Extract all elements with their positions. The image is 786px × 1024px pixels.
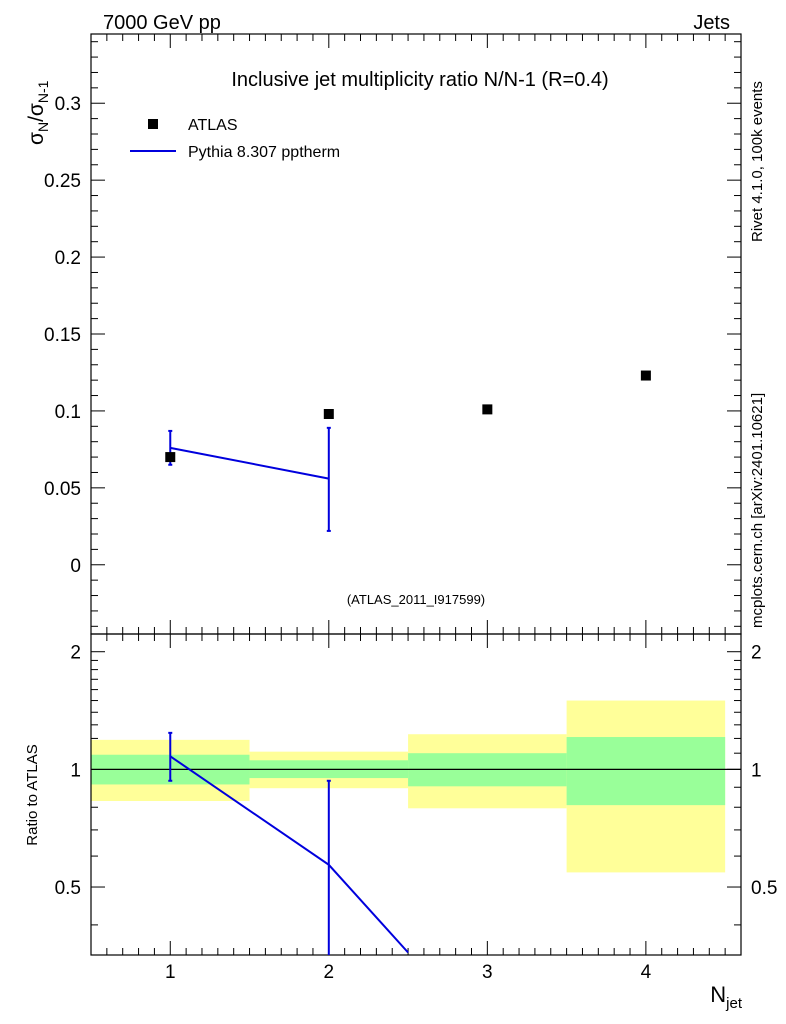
main-plot-title: Inclusive jet multiplicity ratio N/N-1 (… (231, 69, 608, 91)
ylabel-sigma: σ (25, 132, 48, 145)
ratio-ytick-label-right-0: 0.5 (751, 878, 777, 899)
pythia-main-line (170, 446, 329, 480)
legend-atlas-label: ATLAS (188, 117, 238, 134)
ratio-plot-panel: 1 2 3 4 0.5 0.5 1 1 2 2 Ratio to ATLAS Njet (24, 633, 777, 1012)
mcplots-label: mcplots.cern.ch [arXiv:2401.10621] (749, 393, 766, 628)
main-ytick-label-4: 0.2 (55, 248, 81, 269)
ratio-xtick-label-2: 3 (482, 962, 493, 983)
rivet-version-label: Rivet 4.1.0, 100k events (749, 81, 766, 242)
analysis-id-label: (ATLAS_2011_I917599) (347, 592, 485, 607)
ratio-x-axis-label: Njet (710, 982, 743, 1012)
main-axes-ticks: 0 0.05 0.1 0.15 0.2 0.25 0.3 (44, 34, 741, 634)
ylabel-slash: /σ (25, 103, 48, 122)
main-ytick-label-2: 0.1 (55, 402, 81, 423)
ratio-xtick-label-1: 2 (324, 962, 335, 983)
header-process-label: Jets (693, 12, 730, 34)
ratio-axes-ticks: 1 2 3 4 0.5 0.5 1 1 2 2 (55, 634, 777, 983)
ratio-bands (91, 700, 726, 873)
ratio-ytick-label-right-2: 2 (751, 643, 762, 664)
ratio-xtick-label-3: 4 (641, 962, 652, 983)
main-y-axis-label: σN/σN-1 (25, 80, 51, 145)
atlas-data-point-1 (165, 452, 176, 463)
xlabel-sub-jet: jet (725, 995, 743, 1012)
ratio-ytick-label-left-1: 1 (70, 760, 81, 781)
ratio-data-layer (168, 731, 409, 955)
main-ytick-label-5: 0.25 (44, 171, 81, 192)
ratio-band-inner-4 (566, 737, 726, 806)
header-energy-label: 7000 GeV pp (103, 12, 221, 34)
main-plot-panel: 0 0.05 0.1 0.15 0.2 0.25 0.3 Inclusive jet mul… (25, 33, 742, 635)
ratio-y-axis-label: Ratio to ATLAS (24, 744, 41, 845)
legend: ATLAS Pythia 8.307 pptherm (130, 117, 340, 161)
ylabel-sub-n1: N-1 (35, 80, 51, 103)
atlas-data-point-3 (482, 404, 493, 415)
legend-atlas-marker (148, 119, 158, 129)
svg-text:σN/σN-1: σN/σN-1 (25, 80, 51, 145)
main-ytick-label-1: 0.05 (44, 479, 81, 500)
main-ytick-label-0: 0 (70, 556, 81, 577)
ratio-xtick-label-0: 1 (165, 962, 176, 983)
ratio-ytick-label-left-2: 2 (70, 643, 81, 664)
main-ytick-label-3: 0.15 (44, 325, 81, 346)
ratio-ytick-label-right-1: 1 (751, 760, 762, 781)
legend-pythia-label: Pythia 8.307 pptherm (188, 144, 340, 161)
atlas-data-point-4 (640, 370, 651, 381)
main-ytick-label-6: 0.3 (55, 94, 81, 115)
ratio-ytick-label-left-0: 0.5 (55, 878, 81, 899)
main-data-layer (165, 370, 651, 532)
atlas-data-point-2 (323, 409, 334, 419)
xlabel-n: N (710, 982, 726, 1007)
ylabel-sub-n: N (35, 122, 51, 132)
ratio-plot-frame (90, 633, 742, 956)
